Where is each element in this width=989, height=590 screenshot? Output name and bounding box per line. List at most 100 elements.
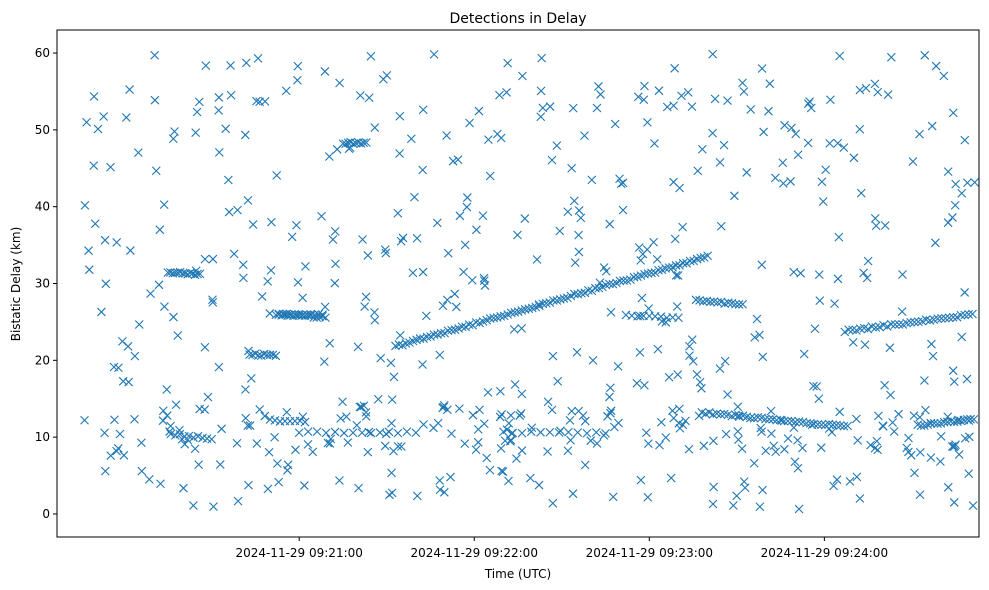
detection-point	[308, 447, 318, 457]
detection-point	[282, 407, 292, 417]
detection-point	[497, 466, 506, 476]
detection-point	[555, 295, 565, 304]
x-axis-label: Time (UTC)	[484, 567, 551, 581]
detection-point	[341, 139, 350, 149]
detection-point	[342, 412, 351, 422]
detection-point	[582, 428, 592, 438]
detection-point	[387, 468, 396, 478]
detection-point	[930, 238, 940, 248]
detection-point	[860, 340, 870, 350]
detection-point	[545, 427, 555, 437]
detection-point	[175, 429, 185, 439]
detection-point	[821, 165, 831, 175]
detection-point	[816, 443, 826, 453]
detection-point	[944, 313, 954, 323]
detection-point	[596, 90, 605, 99]
detection-point	[264, 447, 274, 457]
detection-point	[328, 235, 338, 244]
detection-point	[447, 429, 456, 439]
detection-point	[119, 450, 129, 460]
detection-point	[214, 93, 224, 102]
detection-point	[610, 119, 620, 129]
detection-point	[687, 335, 697, 344]
detection-point	[298, 293, 308, 303]
detection-point	[716, 409, 725, 419]
detection-point	[953, 415, 963, 425]
detection-point	[708, 499, 718, 509]
detection-point	[943, 412, 953, 422]
detection-point	[622, 276, 632, 285]
detection-point	[644, 304, 654, 313]
detection-point	[354, 483, 363, 493]
detection-point	[826, 95, 835, 105]
detection-point	[168, 134, 178, 144]
detection-point	[224, 207, 234, 217]
detection-point	[758, 352, 768, 362]
detection-point	[615, 174, 624, 184]
detection-point	[525, 473, 535, 483]
detection-point	[253, 54, 263, 63]
detection-point	[786, 177, 795, 186]
detection-point	[755, 502, 765, 512]
detection-point	[882, 322, 892, 331]
detection-point	[574, 206, 584, 215]
detection-point	[496, 444, 506, 453]
detection-point	[952, 417, 962, 427]
y-tick-label: 10	[35, 430, 50, 444]
detection-point	[545, 102, 555, 111]
detection-point	[695, 377, 705, 387]
detection-point	[926, 453, 936, 463]
detection-point	[915, 129, 924, 139]
detection-point	[393, 208, 403, 218]
detection-point	[888, 418, 897, 427]
detection-point	[173, 331, 183, 340]
detection-point	[137, 438, 146, 448]
detection-point	[493, 129, 502, 139]
detection-point	[871, 323, 881, 332]
detection-point	[946, 416, 956, 426]
detection-point	[393, 428, 403, 438]
detection-point	[483, 387, 493, 397]
detection-point	[632, 378, 642, 388]
detection-point	[239, 273, 248, 283]
detection-point	[699, 441, 709, 451]
detection-point	[158, 406, 168, 416]
detection-point	[330, 278, 340, 288]
detection-point	[870, 214, 880, 223]
detection-point	[291, 445, 300, 455]
detection-point	[158, 416, 168, 426]
detection-point	[790, 417, 800, 427]
detection-point	[853, 435, 863, 445]
detection-point	[257, 292, 267, 301]
detection-point	[583, 285, 593, 295]
y-tick-label: 30	[35, 277, 50, 291]
detection-point	[873, 87, 883, 97]
detection-point	[692, 369, 702, 379]
detection-point	[713, 297, 722, 307]
detection-point	[301, 261, 310, 271]
detection-point	[387, 488, 397, 498]
detection-point	[673, 370, 683, 379]
detection-point	[771, 447, 781, 457]
detection-point	[191, 128, 201, 138]
detection-point	[817, 177, 827, 187]
detection-point	[818, 197, 828, 206]
x-axis: 2024-11-29 09:21:00 2024-11-29 09:22:00 20…	[235, 537, 888, 560]
y-tick-label: 0	[42, 507, 50, 521]
detection-point	[433, 418, 443, 428]
detection-point	[580, 460, 590, 470]
detection-point	[756, 423, 766, 433]
detection-point	[851, 414, 861, 424]
y-tick-label: 60	[35, 46, 50, 60]
detection-point	[764, 414, 774, 424]
detection-point	[112, 446, 121, 456]
detection-point	[520, 214, 530, 223]
detection-point	[200, 254, 210, 264]
detection-point	[252, 439, 262, 448]
detection-point	[806, 103, 816, 113]
detection-point	[536, 112, 546, 122]
detection-point	[303, 427, 313, 437]
detection-point	[380, 245, 390, 255]
detection-point	[513, 230, 522, 240]
detection-point	[319, 357, 329, 367]
